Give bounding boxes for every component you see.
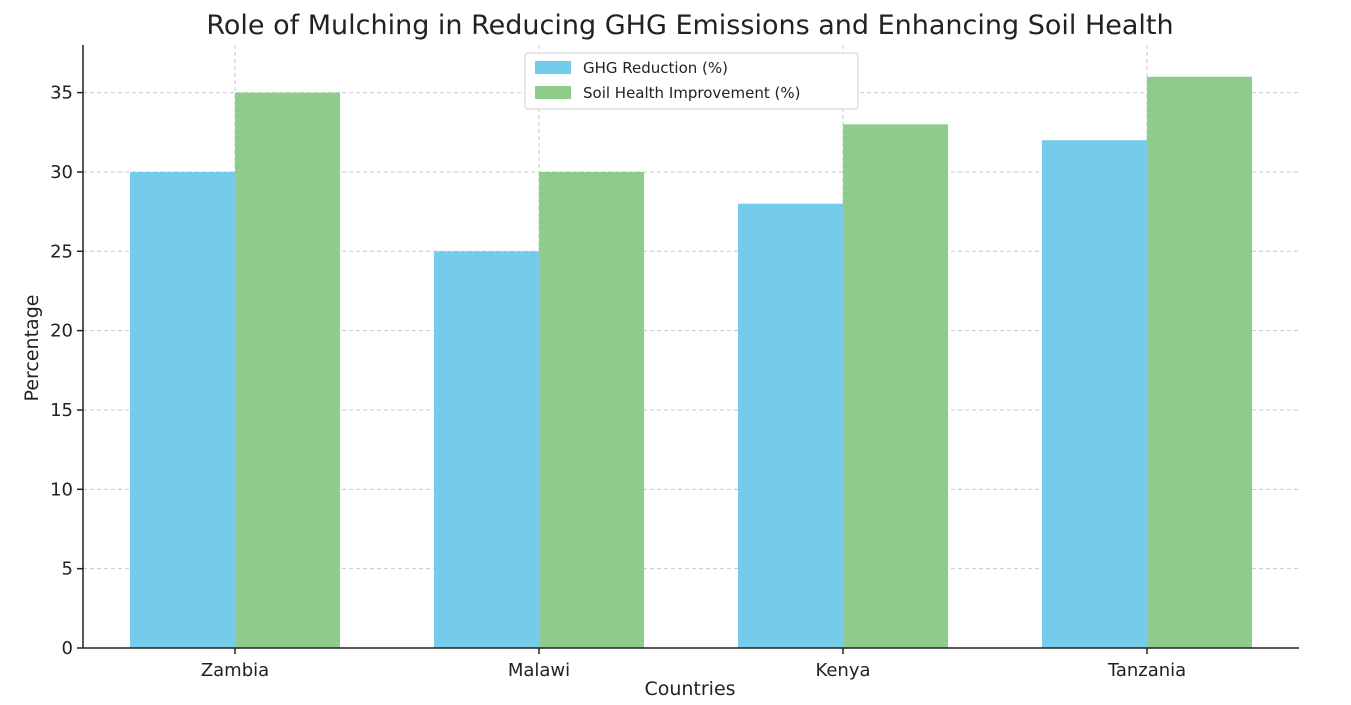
legend-entry: GHG Reduction (%) bbox=[583, 59, 728, 77]
y-tick-label: 0 bbox=[62, 638, 73, 659]
bar-soil-health-zambia bbox=[235, 92, 340, 648]
bar-soil-health-kenya bbox=[843, 124, 948, 648]
axes bbox=[82, 45, 1299, 649]
bar-soil-health-malawi bbox=[539, 171, 644, 648]
x-tick-labels: Zambia Malawi Kenya Tanzania bbox=[201, 648, 1186, 681]
legend-swatch bbox=[535, 86, 571, 99]
legend-box bbox=[524, 52, 859, 110]
x-tick-label: Kenya bbox=[815, 660, 870, 681]
legend-swatch bbox=[535, 61, 571, 74]
bar-soil-health-tanzania bbox=[1147, 76, 1252, 649]
y-tick-label: 5 bbox=[62, 559, 73, 580]
chart-title: Role of Mulching in Reducing GHG Emissio… bbox=[206, 10, 1173, 41]
x-tick-label: Tanzania bbox=[1107, 660, 1186, 681]
y-tick-label: 35 bbox=[50, 83, 73, 104]
y-tick-label: 25 bbox=[50, 241, 73, 262]
bar-ghg-reduction-tanzania bbox=[1042, 140, 1147, 649]
bar-ghg-reduction-kenya bbox=[738, 203, 843, 648]
bar-ghg-reduction-malawi bbox=[434, 251, 539, 648]
bar-ghg-reduction-zambia bbox=[130, 171, 235, 648]
x-axis-label: Countries bbox=[644, 678, 735, 700]
legend-entry: Soil Health Improvement (%) bbox=[583, 84, 800, 102]
y-tick-label: 10 bbox=[50, 479, 73, 500]
x-tick-label: Zambia bbox=[201, 660, 269, 681]
legend: GHG Reduction (%) Soil Health Improvement… bbox=[524, 52, 859, 110]
y-tick-labels: 0 5 10 15 20 25 30 35 bbox=[50, 83, 83, 659]
x-tick-label: Malawi bbox=[508, 660, 570, 681]
y-tick-label: 20 bbox=[50, 321, 73, 342]
bars bbox=[130, 76, 1252, 649]
y-axis-label: Percentage bbox=[21, 295, 43, 402]
y-tick-label: 15 bbox=[50, 400, 73, 421]
y-tick-label: 30 bbox=[50, 162, 73, 183]
